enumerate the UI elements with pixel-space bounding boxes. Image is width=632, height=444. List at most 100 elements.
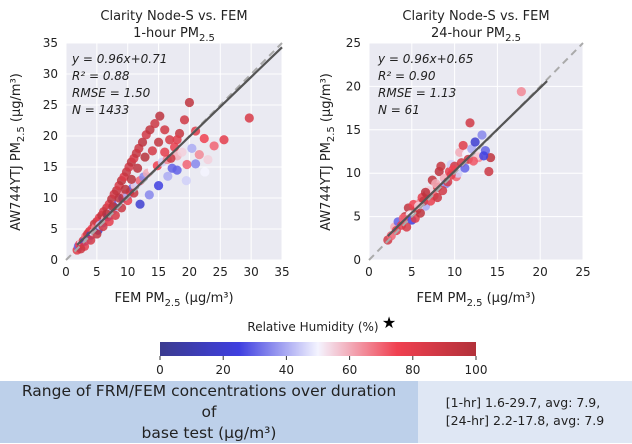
chart-1hr-xtick-label: 30: [244, 265, 259, 279]
chart-1hr-point: [191, 159, 201, 169]
colorbar-tick-label: 100: [465, 363, 488, 377]
chart-1hr-point: [199, 133, 209, 144]
chart-1hr-point: [181, 176, 191, 186]
chart-1hr-ytick-label: 20: [43, 129, 58, 143]
chart-1hr-point: [172, 165, 182, 175]
chart-1hr-xtick-label: 20: [182, 265, 197, 279]
chart-1hr-point: [219, 135, 229, 145]
chart-24hr-xtick-label: 0: [365, 265, 373, 279]
chart-24hr-ytick-label: 25: [346, 36, 361, 50]
chart-24hr-xlabel: FEM PM2.5 (µg/m³): [416, 291, 535, 309]
colorbar-gradient: [160, 342, 476, 356]
chart-24hr-point: [516, 87, 526, 97]
chart-1hr: Clarity Node-S vs. FEM 1-hour PM2.5 0 5 10…: [9, 9, 290, 309]
chart-24hr-point: [458, 140, 468, 151]
chart-24hr-point: [465, 118, 475, 128]
chart-24hr-stat-eq: y = 0.96x+0.65: [377, 52, 473, 66]
chart-1hr-point: [194, 150, 204, 160]
colorbar-tick-label: 60: [342, 363, 357, 377]
chart-1hr-ytick-label: 0: [50, 253, 58, 267]
chart-1hr-xtick-label: 35: [274, 265, 289, 279]
chart-24hr-subtitle: 24-hour PM2.5: [431, 26, 521, 44]
chart-24hr-ytick-label: 20: [346, 79, 361, 93]
chart-24hr-xtick-label: 20: [533, 265, 548, 279]
chart-1hr-point: [120, 184, 130, 194]
colorbar-label: Relative Humidity (%): [247, 320, 378, 334]
chart-24hr-ytick-label: 15: [346, 123, 361, 137]
chart-1hr-xtick-label: 25: [213, 265, 228, 279]
chart-1hr-ytick-label: 5: [50, 222, 58, 236]
chart-1hr-point: [137, 137, 148, 147]
chart-1hr-point: [153, 181, 164, 191]
chart-1hr-point: [184, 97, 195, 108]
chart-24hr-point: [479, 151, 489, 161]
chart-1hr-point: [203, 154, 213, 165]
chart-24hr-fit-line: [387, 80, 548, 237]
chart-1hr-point: [132, 163, 143, 173]
chart-24hr-xtick-label: 25: [575, 265, 590, 279]
chart-24hr-ylabel: AW744YTJ PM2.5 (µg/m³): [319, 73, 337, 231]
range-description-line-2: base test (µg/m³): [141, 423, 277, 442]
chart-1hr-xtick-label: 0: [62, 265, 70, 279]
chart-24hr-stat-n: N = 61: [378, 103, 420, 117]
chart-1hr-point: [160, 125, 170, 135]
chart-1hr-point: [187, 143, 197, 153]
chart-1hr-one-to-one-line: [65, 42, 283, 261]
chart-1hr-point: [145, 125, 155, 135]
chart-1hr-point: [155, 111, 165, 121]
chart-1hr-point: [135, 199, 145, 209]
chart-1hr-point: [179, 115, 190, 125]
chart-1hr-point: [147, 146, 157, 156]
colorbar-tick-label: 20: [216, 363, 231, 377]
chart-24hr-ytick-label: 0: [353, 253, 361, 267]
chart-1hr-point: [209, 141, 219, 151]
chart-1hr-subtitle: 1-hour PM2.5: [133, 26, 215, 44]
chart-24hr-stat-r2: R² = 0.90: [378, 69, 436, 83]
chart-1hr-ytick-label: 35: [43, 36, 58, 50]
chart-24hr-ytick-label: 5: [353, 210, 361, 224]
chart-1hr-point: [86, 235, 96, 245]
chart-24hr-xtick-label: 5: [408, 265, 416, 279]
chart-24hr-point: [420, 187, 431, 197]
chart-1hr-point: [182, 159, 192, 170]
colorbar-tick-label: 0: [156, 363, 164, 377]
chart-1hr-xtick-label: 10: [120, 265, 135, 279]
chart-1hr-point: [200, 167, 210, 177]
chart-24hr-point: [415, 208, 425, 218]
chart-24hr: Clarity Node-S vs. FEM 24-hour PM2.5 0 5 1…: [319, 9, 591, 309]
colorbar-tick-label: 40: [279, 363, 294, 377]
chart-1hr-ytick-label: 30: [43, 67, 58, 81]
chart-1hr-point: [114, 193, 124, 203]
range-panel: Range of FRM/FEM concentrations over dur…: [0, 381, 632, 443]
chart-1hr-point: [104, 216, 114, 227]
chart-1hr-title: Clarity Node-S vs. FEM: [100, 9, 247, 24]
chart-1hr-point: [244, 113, 254, 123]
chart-1hr-ytick-label: 10: [43, 191, 58, 205]
colorbar-tick-label: 80: [405, 363, 420, 377]
chart-1hr-point: [153, 137, 164, 147]
chart-1hr-point: [163, 171, 173, 181]
range-description: Range of FRM/FEM concentrations over dur…: [0, 381, 418, 443]
chart-1hr-point: [177, 147, 187, 157]
chart-24hr-stat-rmse: RMSE = 1.13: [378, 86, 456, 100]
range-values-24hr: [24-hr] 2.2-17.8, avg: 7.9: [445, 413, 605, 428]
chart-24hr-point: [386, 231, 396, 241]
chart-24hr-ytick-label: 10: [346, 166, 361, 180]
chart-1hr-xtick-label: 5: [93, 265, 101, 279]
chart-24hr-point: [398, 213, 408, 223]
chart-1hr-stat-n: N = 1433: [72, 103, 129, 117]
chart-1hr-ytick-label: 15: [43, 160, 58, 174]
chart-24hr-point: [470, 137, 480, 147]
chart-24hr-xtick-label: 15: [490, 265, 505, 279]
range-values-1hr: [1-hr] 1.6-29.7, avg: 7.9,: [445, 395, 601, 410]
chart-1hr-point: [172, 135, 182, 145]
chart-1hr-point: [140, 152, 150, 162]
chart-1hr-point: [144, 190, 154, 200]
chart-1hr-stat-r2: R² = 0.88: [72, 69, 130, 83]
chart-1hr-point: [165, 135, 175, 145]
chart-24hr-one-to-one-line: [368, 42, 584, 261]
chart-24hr-point: [432, 192, 443, 203]
chart-1hr-point: [150, 119, 160, 129]
chart-1hr-ytick-label: 25: [43, 98, 58, 112]
range-values: [1-hr] 1.6-29.7, avg: 7.9, [24-hr] 2.2-1…: [418, 381, 632, 443]
